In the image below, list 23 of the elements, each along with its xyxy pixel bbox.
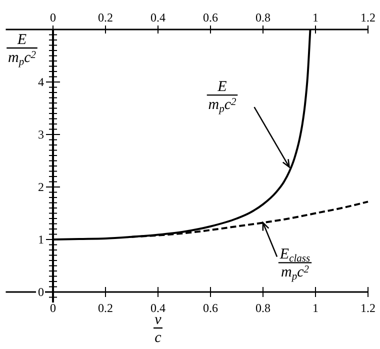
y-tick-label: 1 xyxy=(38,232,44,246)
x2-tick-label: 0.4 xyxy=(150,10,166,24)
annotation: E m$_{p}$c$^{2}$ xyxy=(208,79,238,115)
y-tick-label: 4 xyxy=(38,75,44,89)
x-tick-label: 0.6 xyxy=(203,301,218,315)
y-tick-label: 2 xyxy=(38,180,44,194)
x-tick-label: 1 xyxy=(312,301,318,315)
x-tick-label: 0 xyxy=(50,301,56,315)
x-tick-label: 0.8 xyxy=(256,301,270,315)
x2-tick-label: 0 xyxy=(50,10,56,24)
y-axis-title: E m$_{p}$c$^{2}$ xyxy=(8,32,37,68)
x2-tick-label: 1.2 xyxy=(360,10,376,24)
x2-tick-label: 0.6 xyxy=(203,10,218,24)
x-tick-label: 1.2 xyxy=(360,301,376,315)
annotation: E$_{class}$ m$_{p}$c$^{2}$ xyxy=(278,246,310,282)
x2-tick-label: 0.2 xyxy=(98,10,113,24)
y-tick-label: 0 xyxy=(38,285,44,299)
x2-tick-label: 1 xyxy=(312,10,318,24)
x2-tick-label: 0.8 xyxy=(256,10,270,24)
x-tick-label: 0.4 xyxy=(150,301,166,315)
x-axis-title: v c xyxy=(154,312,162,346)
x-tick-label: 0.2 xyxy=(98,301,113,315)
y-tick-label: 3 xyxy=(38,128,44,142)
